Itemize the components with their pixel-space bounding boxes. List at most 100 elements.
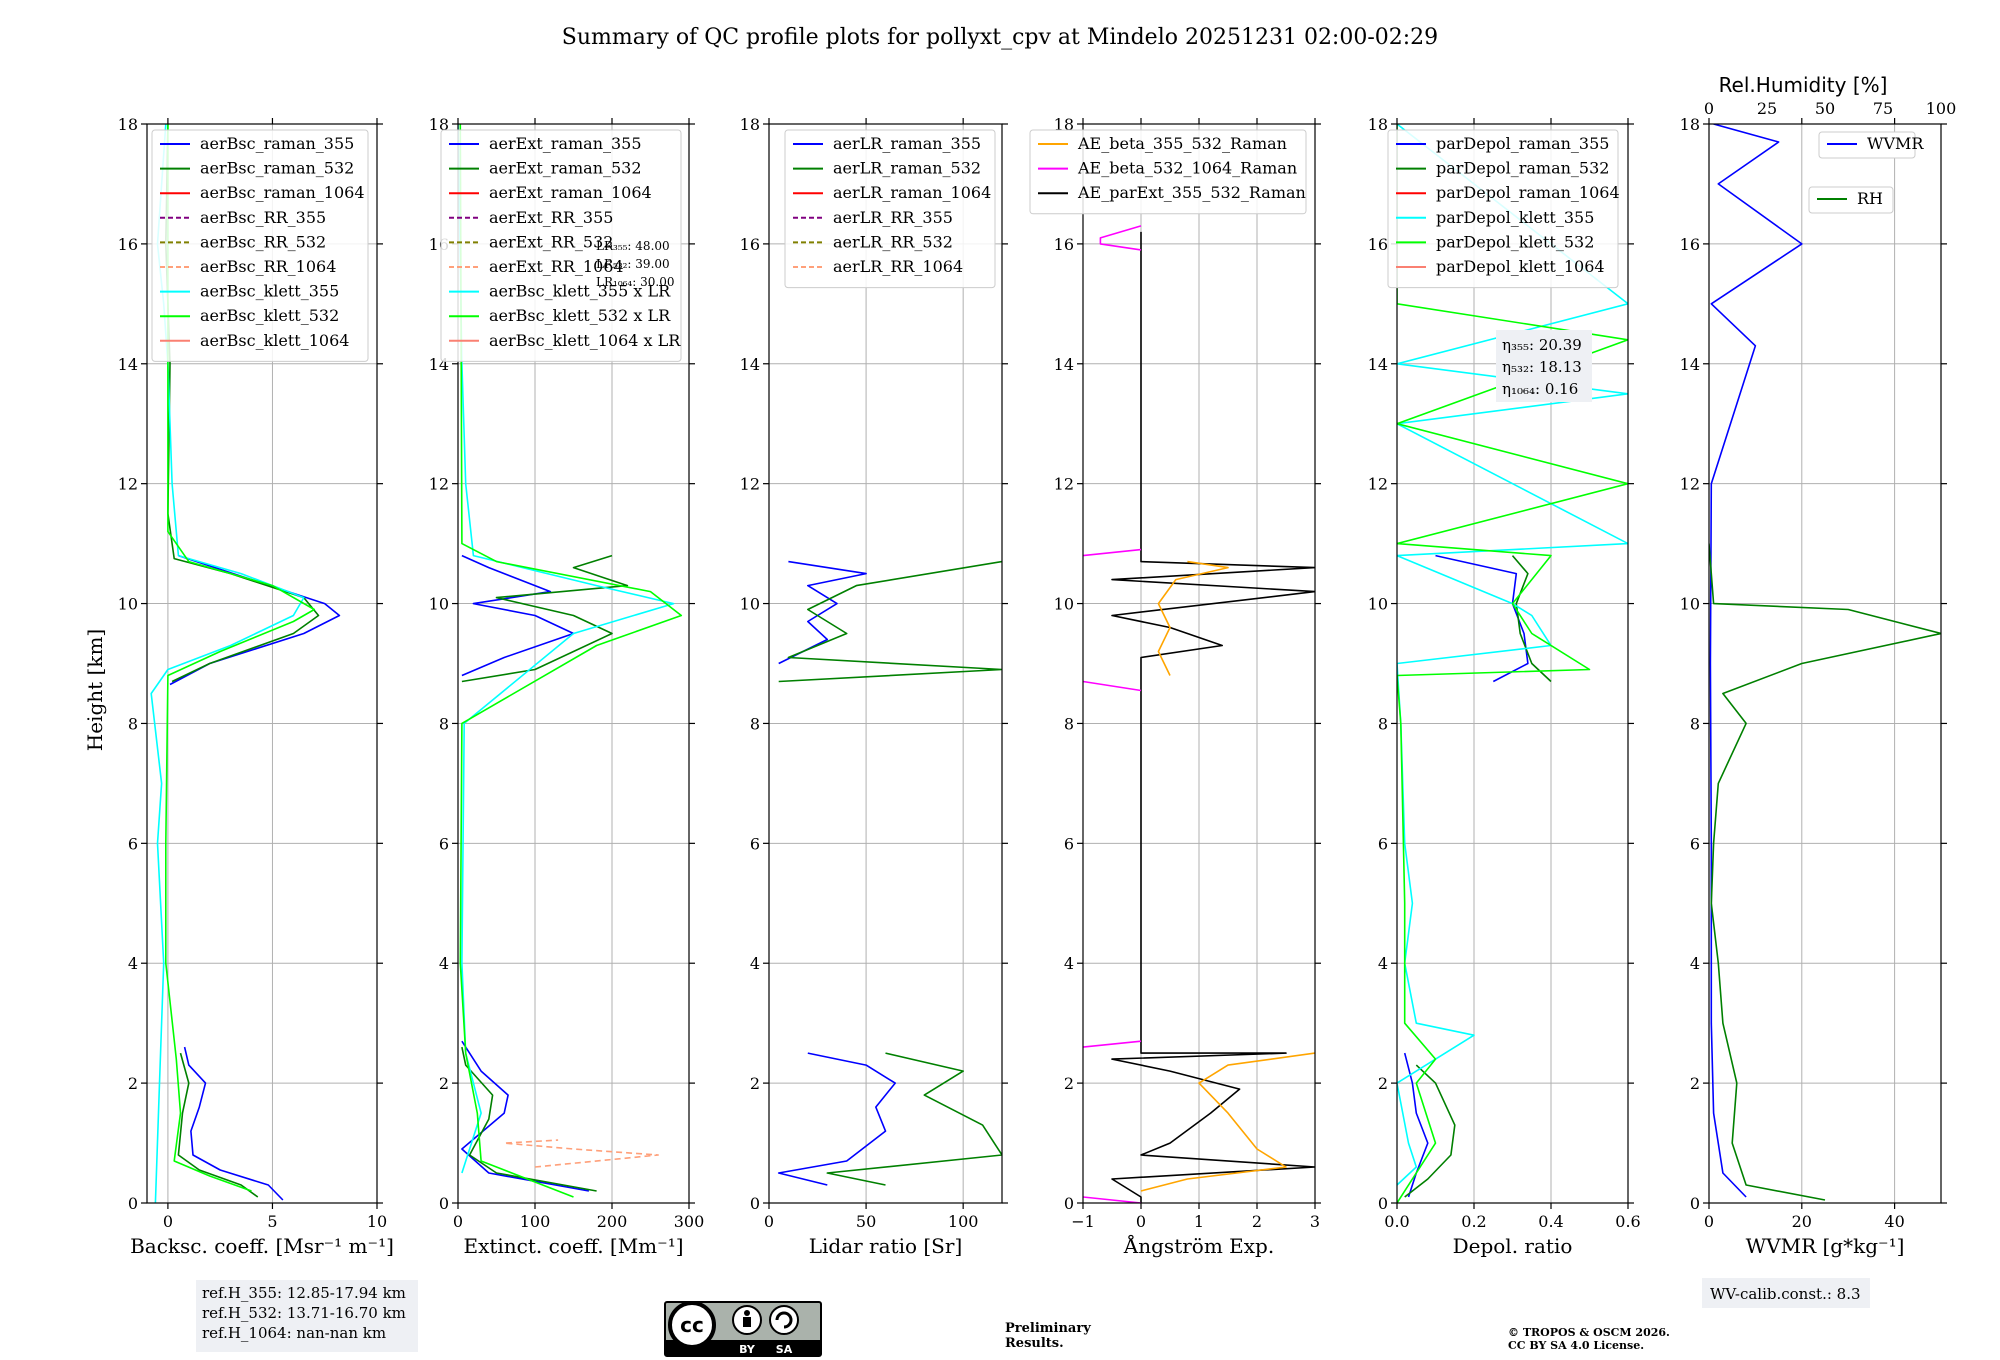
legend-label: aerLR_raman_355 xyxy=(833,134,981,153)
series-group xyxy=(458,124,683,1198)
legend-label: AE_parExt_355_532_Raman xyxy=(1077,183,1306,202)
x-tick-label: 100 xyxy=(520,1212,551,1231)
y-tick-label: 10 xyxy=(429,595,449,614)
y-tick-label: 14 xyxy=(1680,355,1700,374)
legend-box xyxy=(1387,129,1619,289)
y-tick-label: 12 xyxy=(1368,475,1388,494)
top-x-tick-label: 0 xyxy=(1704,99,1714,118)
y-tick-label: 16 xyxy=(1054,235,1074,254)
y-tick-label: 0 xyxy=(1378,1194,1388,1213)
y-tick-label: 8 xyxy=(1690,714,1700,733)
legend: WVMR RH xyxy=(1808,131,1924,214)
legend-label: parDepol_raman_355 xyxy=(1436,134,1609,153)
y-tick-label: 14 xyxy=(740,355,760,374)
legend: aerBsc_raman_355 aerBsc_raman_532 aerBsc_r… xyxy=(151,129,369,362)
x-tick-label: 0 xyxy=(453,1212,463,1231)
series-line-aerbsc-raman-355 xyxy=(169,554,341,686)
series-line-aerext-raman-355 xyxy=(461,1040,590,1192)
y-tick-label: 18 xyxy=(118,115,138,134)
legend-box xyxy=(151,129,369,362)
y-tick-label: 6 xyxy=(1064,834,1074,853)
series-line-aerbsc-klett-532 xyxy=(165,124,316,1192)
panel-3: 0 2 4 6 8 10 12 14 16 18 0 50 100 Lidar ratio [Sr] aer… xyxy=(740,115,1008,1258)
y-tick-label: 12 xyxy=(429,475,449,494)
y-tick-label: 8 xyxy=(750,714,760,733)
x-tick-label: 200 xyxy=(597,1212,628,1231)
x-axis-label: Lidar ratio [Sr] xyxy=(809,1234,963,1258)
x-tick-label: 20 xyxy=(1792,1212,1812,1231)
series-line-ae-parext-355-532-raman xyxy=(1111,231,1315,1203)
ref-heights-box xyxy=(196,1280,418,1352)
legend-label: WVMR xyxy=(1867,134,1924,153)
sa-share-icon xyxy=(769,1305,799,1335)
y-tick-label: 18 xyxy=(429,115,449,134)
y-tick-label: 12 xyxy=(1054,475,1074,494)
series-line-ae-beta-532-1064-raman xyxy=(1099,225,1142,251)
y-tick-label: 2 xyxy=(750,1074,760,1093)
legend: parDepol_raman_355 parDepol_raman_532 parD… xyxy=(1387,129,1620,289)
panel-5: 0 2 4 6 8 10 12 14 16 18 0.0 0.2 0.4 0.6 Depol. ratio p… xyxy=(1368,115,1641,1258)
series-group xyxy=(1397,124,1628,1203)
y-tick-label: 8 xyxy=(128,714,138,733)
legend-label: aerBsc_RR_1064 xyxy=(200,257,336,276)
y-tick-label: 0 xyxy=(439,1194,449,1213)
legend-label: aerLR_raman_1064 xyxy=(833,183,991,202)
wv-calib-box xyxy=(1702,1278,1870,1308)
legend-label: aerBsc_klett_1064 x LR xyxy=(489,331,681,350)
y-tick-label: 14 xyxy=(118,355,138,374)
legend-label: aerExt_raman_532 xyxy=(489,159,642,178)
y-tick-label: 4 xyxy=(1064,954,1074,973)
lr-annotation: LR₅₃₂: 39.00 xyxy=(596,257,670,271)
legend-label: aerBsc_raman_1064 xyxy=(200,183,365,202)
x-tick-label: 0.0 xyxy=(1384,1212,1409,1231)
legend-label: aerExt_RR_1064 xyxy=(489,257,624,276)
legend-label: aerLR_RR_532 xyxy=(833,232,953,251)
legend-label: aerBsc_klett_532 x LR xyxy=(489,306,671,325)
x-tick-label: 0 xyxy=(764,1212,774,1231)
ref-height-532: ref.H_532: 13.71-16.70 km xyxy=(202,1304,406,1322)
x-axis-label: WVMR [g*kg⁻¹] xyxy=(1746,1234,1905,1258)
y-tick-label: 0 xyxy=(750,1194,760,1213)
eta-box xyxy=(1496,330,1592,402)
series-line-aerlr-raman-355 xyxy=(777,1052,897,1186)
cc-sa-label: SA xyxy=(776,1343,793,1356)
y-tick-label: 10 xyxy=(118,595,138,614)
copyright-line-2: CC BY SA 4.0 License. xyxy=(1508,1339,1644,1352)
series-line-pardepol-raman-355 xyxy=(1435,554,1529,683)
series-group xyxy=(777,560,1002,1186)
x-tick-label: 0 xyxy=(163,1212,173,1231)
y-tick-label: 12 xyxy=(118,475,138,494)
x-axis-label: Ångström Exp. xyxy=(1123,1233,1274,1258)
y-tick-label: 16 xyxy=(1368,235,1388,254)
legend-label: aerBsc_RR_355 xyxy=(200,208,326,227)
legend-label: aerBsc_klett_1064 xyxy=(200,331,349,350)
x-tick-label: −1 xyxy=(1071,1212,1095,1231)
series-line-aerlr-raman-532 xyxy=(826,1052,1002,1186)
ref-height-1064: ref.H_1064: nan-nan km xyxy=(202,1324,386,1342)
top-x-tick-label: 100 xyxy=(1926,99,1957,118)
y-tick-label: 4 xyxy=(439,954,449,973)
series-line-aerext-raman-532 xyxy=(461,1046,597,1192)
axes-frame xyxy=(457,123,690,1204)
legend-label: RH xyxy=(1857,189,1883,208)
y-tick-label: 12 xyxy=(740,475,760,494)
legend-label: aerLR_RR_1064 xyxy=(833,257,963,276)
x-tick-label: 300 xyxy=(674,1212,705,1231)
axes-frame xyxy=(768,123,1003,1204)
y-tick-label: 2 xyxy=(439,1074,449,1093)
series-line-aerext-raman-355 xyxy=(461,554,575,677)
x-tick-label: 0.2 xyxy=(1461,1212,1486,1231)
series-line-aerbsc-raman-355 xyxy=(183,1046,284,1201)
y-tick-label: 2 xyxy=(1378,1074,1388,1093)
series-line-aerext-rr-1064 xyxy=(503,1139,660,1168)
y-tick-label: 18 xyxy=(740,115,760,134)
y-tick-label: 6 xyxy=(750,834,760,853)
legend-box xyxy=(1818,131,1916,159)
x-tick-label: 0.4 xyxy=(1538,1212,1563,1231)
series-line-pardepol-klett-355 xyxy=(1397,124,1628,1186)
top-x-tick-label: 25 xyxy=(1757,99,1777,118)
series-line-ae-beta-532-1064-raman xyxy=(1083,1196,1142,1203)
y-tick-label: 16 xyxy=(118,235,138,254)
